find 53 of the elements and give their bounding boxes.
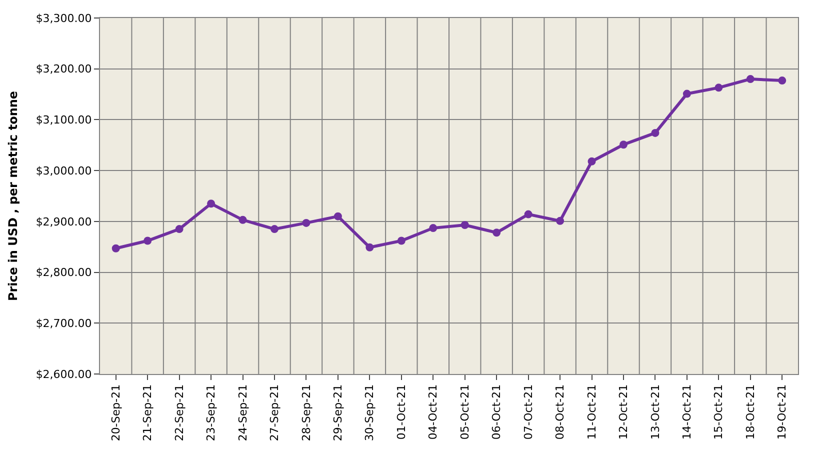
x-tick-label: 18-Oct-21 [744, 384, 757, 440]
point [238, 216, 247, 224]
point [175, 225, 184, 234]
x-tick-label: 08-Oct-21 [554, 384, 567, 440]
point [334, 212, 342, 220]
x-tick-label: 07-Oct-21 [522, 384, 535, 440]
point [144, 236, 152, 245]
x-tick-label: 19-Oct-21 [776, 384, 789, 440]
y-tick-label: $2,900.00 [36, 215, 92, 228]
x-tick-label: 21-Sep-21 [141, 384, 154, 442]
y-tick-label: $3,300.00 [36, 12, 92, 25]
y-tick-label: $3,000.00 [36, 164, 92, 178]
x-tick-label: 22-Sep-21 [172, 384, 186, 442]
x-tick-label: 04-Oct-21 [426, 384, 440, 440]
point [620, 140, 628, 149]
point [207, 200, 216, 208]
point [366, 243, 374, 252]
y-tick-label: $3,100.00 [36, 114, 92, 127]
point [588, 157, 596, 166]
y-tick-label: $2,700.00 [36, 316, 92, 330]
y-axis-title: Price in USD , per metric tonne [6, 90, 20, 302]
x-tick-label: 23-Sep-21 [204, 384, 218, 442]
x-tick-label: 27-Sep-21 [268, 384, 282, 442]
point [429, 224, 438, 232]
x-tick-label: 11-Oct-21 [585, 384, 598, 440]
point [714, 84, 723, 92]
point [556, 216, 564, 225]
point [270, 225, 278, 234]
point [397, 236, 406, 245]
x-tick-label: 05-Oct-21 [458, 384, 472, 440]
x-tick-label: 28-Sep-21 [300, 384, 313, 442]
point [492, 228, 501, 237]
point [460, 220, 469, 229]
y-tick-label: $2,600.00 [36, 368, 92, 381]
point [524, 210, 532, 218]
x-tick-label: 24-Sep-21 [236, 384, 250, 442]
point [302, 218, 310, 227]
x-tick-label: 30-Sep-21 [363, 384, 376, 442]
x-tick-label: 12-Oct-21 [617, 384, 630, 440]
y-tick-label: $2,800.00 [36, 266, 92, 280]
x-tick-label: 13-Oct-21 [648, 384, 662, 440]
x-tick-label: 14-Oct-21 [680, 384, 694, 440]
point [112, 244, 120, 252]
point [682, 90, 691, 98]
x-tick-label: 15-Oct-21 [712, 384, 726, 440]
x-tick-label: 06-Oct-21 [490, 384, 504, 440]
x-tick-label: 20-Sep-21 [109, 384, 122, 442]
y-tick-label: $3,200.00 [36, 62, 92, 76]
x-tick-label: 01-Oct-21 [394, 384, 408, 440]
x-tick-label: 29-Sep-21 [332, 384, 345, 442]
point [651, 128, 660, 137]
point [778, 76, 786, 85]
point [746, 75, 754, 84]
